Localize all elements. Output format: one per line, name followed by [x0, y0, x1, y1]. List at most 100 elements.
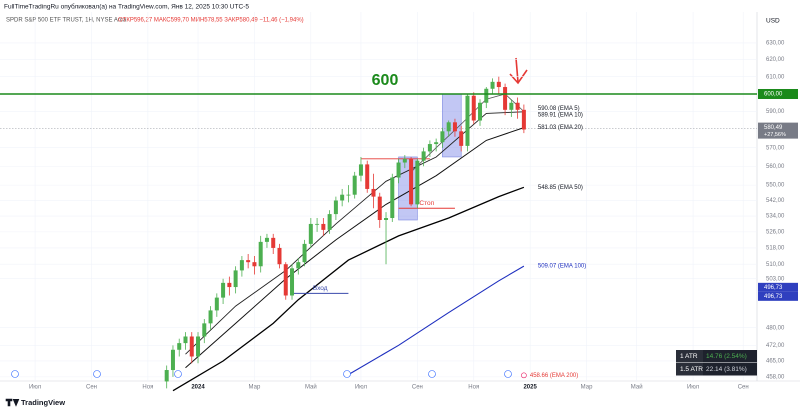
price-label: 580,49	[764, 125, 783, 131]
brand: TradingView	[21, 398, 65, 407]
candle-body	[202, 323, 207, 337]
y-tick-label: 510,00	[766, 262, 785, 268]
candle-body	[321, 223, 326, 230]
candle-body	[340, 194, 345, 201]
axis-mark-label: 496,73	[764, 294, 783, 300]
currency: USD	[766, 18, 780, 25]
axis-mark-label: 496,73	[764, 285, 783, 291]
candle-body	[358, 164, 363, 176]
symbol: SPDR S&P 500 ETF TRUST, 1Н, NYSE Arca	[6, 18, 127, 24]
x-tick-label: Мар	[249, 385, 261, 391]
candle-body	[246, 260, 251, 263]
arrow	[509, 57, 528, 85]
x-tick-label: 2025	[523, 385, 537, 391]
ema-label: 548.85 (EMA 50)	[538, 185, 583, 191]
x-tick-label: Май	[305, 384, 317, 391]
y-tick-label: 570,00	[766, 145, 785, 151]
y-tick-label: 472,00	[766, 343, 785, 349]
y-tick-label: 630,00	[766, 40, 785, 46]
ema200-label: 458.66 (EMA 200)	[530, 373, 578, 379]
y-tick-label: 590,00	[766, 109, 785, 115]
x-tick-label: Сен	[738, 385, 749, 391]
candle-body	[434, 142, 439, 145]
ema-label: 581.03 (EMA 20)	[538, 125, 583, 131]
y-tick-label: 534,00	[766, 214, 785, 220]
candle-body	[421, 151, 426, 161]
candle-body	[402, 158, 407, 163]
y-tick-label: 620,00	[766, 57, 785, 63]
ema200-marker	[521, 372, 527, 379]
candle-body	[465, 95, 470, 146]
event-marker	[11, 370, 19, 378]
candle-body	[315, 223, 320, 225]
logo	[5, 398, 20, 407]
atr-value: 14.76 (2.54%)	[706, 353, 747, 360]
candle-body	[296, 262, 301, 269]
ema-line	[172, 186, 525, 392]
axis-mark-box	[758, 282, 798, 292]
x-tick-label: 2024	[191, 385, 205, 391]
level-text: 600	[372, 72, 399, 89]
candle-body	[214, 297, 219, 311]
ema-line	[185, 111, 524, 355]
candle-body	[258, 241, 263, 267]
y-tick-label: 480,00	[766, 325, 785, 331]
candle-body	[415, 160, 420, 205]
x-tick-label: Июл	[687, 385, 700, 391]
atr-value-cell	[703, 363, 757, 376]
atr-value-cell	[703, 350, 757, 363]
candle-body	[189, 336, 194, 357]
level-axis-box	[758, 88, 798, 99]
candle-body	[196, 336, 201, 357]
ohlc: ОТКР596,27 МАКС599,70 МИН578,55 ЗАКР580,…	[118, 18, 304, 24]
candle-body	[384, 218, 389, 220]
event-marker	[174, 370, 182, 378]
x-tick-label: Сен	[412, 385, 423, 391]
candle-body	[396, 162, 401, 178]
x-tick-label: Ноя	[468, 385, 479, 391]
y-tick-label: 560,00	[766, 164, 785, 170]
header: FullTimeTradingRu опубликовал(а) на Trad…	[4, 3, 249, 11]
atr-name: 1.5 ATR	[680, 366, 703, 373]
x-tick-label: Ноя	[142, 385, 153, 391]
candle-body	[452, 122, 457, 132]
candle-body	[221, 282, 226, 298]
candle-body	[446, 122, 451, 132]
candle-body	[208, 310, 213, 324]
candle-body	[427, 144, 432, 152]
ema-label: 509.07 (EMA 100)	[538, 264, 586, 270]
ema-label: 590.08 (EMA 5)	[538, 106, 580, 112]
candle-body	[371, 188, 376, 197]
y-tick-label: 526,00	[766, 229, 785, 235]
candle-body	[252, 262, 257, 267]
candle-body	[484, 88, 489, 103]
x-tick-label: Июл	[29, 385, 42, 391]
segment-label: Стоп	[419, 200, 434, 207]
candle-body	[264, 237, 269, 242]
candle-body	[440, 131, 445, 143]
x-tick-label: Мар	[581, 385, 593, 391]
y-tick-label: 550,00	[766, 183, 785, 189]
level-axis-label: 600,00	[764, 92, 783, 98]
ema-label: 589.91 (EMA 10)	[538, 112, 583, 118]
candle-body	[509, 102, 514, 110]
y-tick-label: 458,00	[766, 374, 785, 380]
segment-label: Вход	[313, 285, 328, 292]
y-tick-label: 542,00	[766, 198, 785, 204]
candle-body	[352, 175, 357, 195]
candle-body	[177, 343, 182, 350]
candle-body	[496, 81, 501, 88]
price-box	[758, 122, 798, 139]
candle-body	[308, 223, 313, 244]
candle-body	[346, 194, 351, 196]
candle-body	[271, 237, 276, 248]
event-marker	[428, 370, 436, 378]
ema-line	[185, 127, 525, 369]
candle-body	[183, 336, 188, 344]
candle-body	[365, 164, 370, 189]
candle-body	[390, 177, 395, 219]
candle-body	[302, 243, 307, 263]
candle-body	[377, 196, 382, 220]
candle-body	[170, 349, 175, 371]
